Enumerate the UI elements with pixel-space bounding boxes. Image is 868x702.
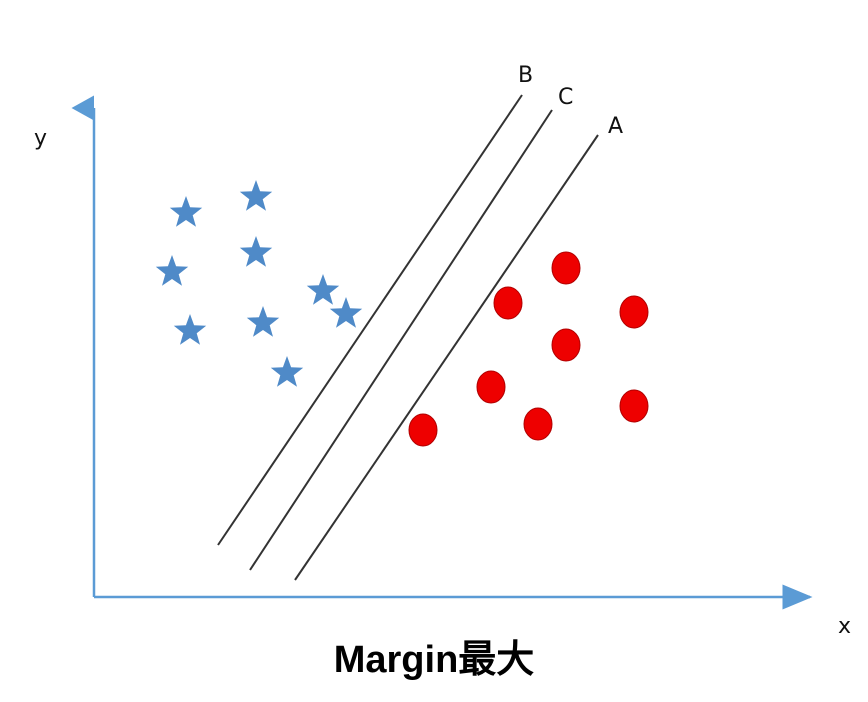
circle-point: [551, 328, 581, 362]
star-icon: [239, 236, 273, 267]
line-label-c: C: [558, 85, 573, 110]
star-cluster: [155, 180, 363, 387]
star-icon: [173, 314, 207, 345]
separator-line-a: [294, 134, 599, 581]
star-icon: [270, 356, 304, 387]
line-label-a: A: [608, 114, 623, 139]
star-icon: [306, 274, 340, 305]
y-axis-label: y: [34, 126, 47, 151]
circle-point: [619, 389, 649, 423]
star-icon: [169, 196, 203, 227]
x-axis-label: x: [838, 614, 851, 639]
separator-line-c: [249, 109, 553, 571]
star-icon: [155, 255, 189, 286]
circle-point: [476, 370, 506, 404]
circle-cluster: [408, 251, 649, 447]
circle-point: [408, 413, 438, 447]
circle-point: [523, 407, 553, 441]
star-icon: [246, 306, 280, 337]
circle-point: [619, 295, 649, 329]
star-icon: [239, 180, 273, 211]
circle-point: [551, 251, 581, 285]
circle-point: [493, 286, 523, 320]
star-icon: [329, 297, 363, 328]
separator-line-b: [217, 94, 523, 546]
line-label-b: B: [518, 63, 533, 88]
caption: Margin最大: [333, 639, 535, 681]
